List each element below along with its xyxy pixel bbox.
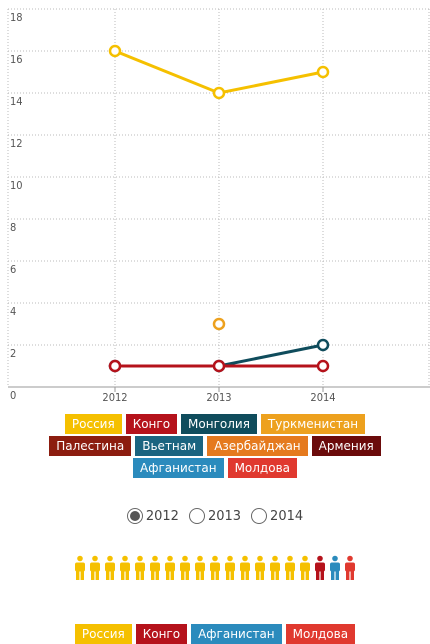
x-tick-label: 2012 — [102, 391, 127, 404]
point — [108, 359, 122, 373]
y-tick-label: 16 — [10, 53, 23, 66]
point — [212, 317, 226, 331]
legend-item: Молдова — [285, 624, 356, 644]
legend-item: Вьетнам — [135, 436, 204, 456]
y-tick-label: 6 — [10, 263, 16, 276]
y-tick-label: 14 — [10, 95, 23, 108]
y-tick-label: 2 — [10, 347, 16, 360]
legend-item: Россия — [74, 624, 132, 644]
series-line — [218, 343, 324, 368]
legend-item: Палестина — [49, 436, 132, 456]
year-selector: 2012 2013 2014 — [0, 508, 430, 524]
radio-dot — [251, 508, 268, 524]
legend-item: Афганистан — [191, 624, 282, 644]
x-tick-label: 2014 — [310, 391, 335, 404]
person-icon — [315, 555, 325, 580]
person-icon — [240, 555, 250, 580]
person-icon — [195, 555, 205, 580]
legend-item: Россия — [64, 414, 122, 434]
person-icon — [135, 555, 145, 580]
x-tick-label: 2013 — [206, 391, 231, 404]
person-icon — [300, 555, 310, 580]
legend-item: Монголия — [181, 414, 257, 434]
person-icon — [225, 555, 235, 580]
year-radio[interactable]: 2013 — [188, 508, 242, 524]
y-tick-label: 0 — [10, 389, 16, 402]
person-icon — [105, 555, 115, 580]
radio-label: 2014 — [270, 508, 304, 524]
legend-row: Россия Конго Монголия Туркменистан — [0, 414, 430, 434]
person-icon — [120, 555, 130, 580]
radio-label: 2013 — [207, 508, 242, 524]
radio-label: 2012 — [145, 508, 179, 524]
pictogram-legend: Россия Конго Афганистан Молдова — [0, 624, 430, 644]
person-icon — [180, 555, 190, 580]
point — [316, 359, 330, 373]
chart: 0 2 4 6 8 10 12 14 16 18 2012 2013 2014 — [7, 8, 430, 404]
person-icon — [75, 555, 85, 580]
point — [316, 65, 330, 79]
legend-item: Афганистан — [133, 458, 224, 478]
legend-item: Азербайджан — [207, 436, 308, 456]
y-tick-label: 18 — [10, 11, 23, 24]
person-icon — [150, 555, 160, 580]
y-tick-label: 8 — [10, 221, 16, 234]
point — [212, 359, 226, 373]
radio-dot — [126, 508, 143, 524]
year-radio[interactable]: 2014 — [251, 508, 303, 524]
person-icon — [285, 555, 295, 580]
person-icon — [270, 555, 280, 580]
legend-row: Палестина Вьетнам Азербайджан Армения — [0, 436, 430, 456]
person-icon — [90, 555, 100, 580]
radio-dot — [188, 508, 205, 524]
y-tick-label: 12 — [10, 137, 23, 150]
point — [316, 338, 330, 352]
legend-item: Туркменистан — [260, 414, 366, 434]
year-radio[interactable]: 2012 — [126, 508, 179, 524]
y-tick-label: 10 — [10, 179, 23, 192]
legend-item: Армения — [311, 436, 381, 456]
person-icon — [330, 555, 340, 580]
y-tick-label: 4 — [10, 305, 16, 318]
radio-selected — [129, 511, 140, 521]
person-icon — [165, 555, 175, 580]
person-icon — [210, 555, 220, 580]
pictogram — [75, 555, 355, 580]
legend-item: Конго — [125, 414, 178, 434]
point — [108, 44, 122, 58]
point — [212, 86, 226, 100]
legend-row: Афганистан Молдова — [0, 458, 430, 478]
legend-item: Конго — [135, 624, 188, 644]
person-icon — [255, 555, 265, 580]
legend-item: Молдова — [227, 458, 297, 478]
person-icon — [345, 555, 355, 580]
